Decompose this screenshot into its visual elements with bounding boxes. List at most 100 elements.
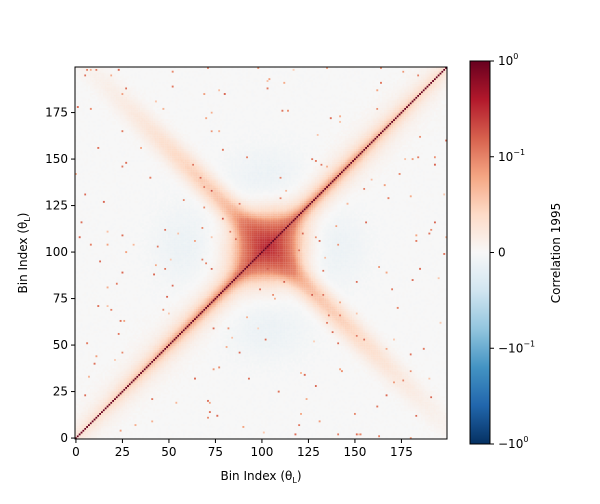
heatmap-cell [188, 435, 190, 437]
heatmap-cell [427, 435, 429, 437]
heatmap-cell [101, 435, 103, 437]
heatmap-cell [443, 430, 445, 432]
heatmap-cell [112, 428, 114, 430]
heatmap-cell [436, 420, 438, 422]
heatmap-cell [311, 409, 313, 411]
heatmap-cell [88, 433, 90, 435]
heatmap-cell [432, 424, 434, 426]
heatmap-cell [393, 409, 395, 411]
heatmap-cell [125, 424, 127, 426]
heatmap-cell [159, 409, 161, 411]
heatmap-cell [229, 409, 231, 411]
heatmap-cell [86, 433, 88, 435]
heatmap-cell [162, 409, 164, 411]
heatmap-cell [133, 424, 135, 426]
heatmap-cell [142, 409, 144, 411]
heatmap-cell [268, 407, 270, 409]
heatmap-cell [110, 409, 112, 411]
heatmap-cell [252, 417, 254, 419]
heatmap-cell [324, 435, 326, 437]
heatmap-cell [412, 409, 414, 411]
heatmap-cell [97, 411, 99, 413]
heatmap-cell [374, 417, 376, 419]
heatmap-cell [146, 411, 148, 413]
heatmap-cell [428, 415, 430, 417]
heatmap-cell [235, 428, 237, 430]
heatmap-cell [110, 424, 112, 426]
heatmap-cell [97, 419, 99, 421]
heatmap-cell [374, 422, 376, 424]
heatmap-cell [361, 422, 363, 424]
heatmap-cell [110, 407, 112, 409]
heatmap-cell [168, 428, 170, 430]
heatmap-cell [125, 428, 127, 430]
heatmap-cell [436, 432, 438, 434]
heatmap-cell [90, 422, 92, 424]
heatmap-cell [101, 428, 103, 430]
heatmap-cell [218, 428, 220, 430]
heatmap-cell [155, 420, 157, 422]
heatmap-cell [354, 428, 356, 430]
heatmap-cell [436, 424, 438, 426]
heatmap-cell [198, 413, 200, 415]
heatmap-cell [200, 422, 202, 424]
heatmap-cell [112, 415, 114, 417]
heatmap-cell [84, 432, 86, 434]
heatmap-cell [101, 415, 103, 417]
heatmap-cell [352, 424, 354, 426]
heatmap-cell [265, 424, 267, 426]
heatmap-cell [246, 419, 248, 421]
heatmap-cell [103, 432, 105, 434]
heatmap-cell [194, 407, 196, 409]
heatmap-cell [146, 428, 148, 430]
heatmap-cell [419, 415, 421, 417]
heatmap-cell [384, 428, 386, 430]
heatmap-cell [432, 420, 434, 422]
heatmap-cell [441, 415, 443, 417]
heatmap-cell [114, 435, 116, 437]
heatmap-cell [425, 411, 427, 413]
heatmap-cell [361, 424, 363, 426]
heatmap-cell [86, 407, 88, 409]
heatmap-cell [79, 422, 81, 424]
heatmap-cell [118, 420, 120, 422]
heatmap-cell [177, 432, 179, 434]
heatmap-cell [120, 424, 122, 426]
heatmap-cell [226, 407, 228, 409]
heatmap-cell [170, 430, 172, 432]
heatmap-cell [412, 415, 414, 417]
heatmap-cell [224, 424, 226, 426]
heatmap-cell [209, 433, 211, 435]
heatmap-cell [254, 407, 256, 409]
heatmap-cell [94, 409, 96, 411]
heatmap-cell [82, 424, 84, 426]
heatmap-cell [425, 424, 427, 426]
heatmap-cell [198, 409, 200, 411]
heatmap-cell [120, 426, 122, 428]
heatmap-cell [94, 422, 96, 424]
heatmap-cell [164, 415, 166, 417]
heatmap-cell [127, 419, 129, 421]
heatmap-cell [415, 415, 417, 417]
heatmap-cell [133, 420, 135, 422]
heatmap-cell [389, 426, 391, 428]
heatmap-cell [268, 420, 270, 422]
heatmap-cell [135, 424, 137, 426]
heatmap-cell [434, 426, 436, 428]
heatmap-cell [86, 411, 88, 413]
heatmap-cell [371, 417, 373, 419]
heatmap-cell [391, 415, 393, 417]
heatmap-cell [112, 433, 114, 435]
heatmap-cell [373, 430, 375, 432]
heatmap-cell [131, 407, 133, 409]
heatmap-cell [387, 426, 389, 428]
heatmap-cell [92, 430, 94, 432]
heatmap-cell [153, 426, 155, 428]
heatmap-cell [105, 433, 107, 435]
heatmap-cell [77, 415, 79, 417]
heatmap-cell [242, 420, 244, 422]
heatmap-cell [120, 420, 122, 422]
heatmap-cell [220, 428, 222, 430]
heatmap-cell [335, 435, 337, 437]
